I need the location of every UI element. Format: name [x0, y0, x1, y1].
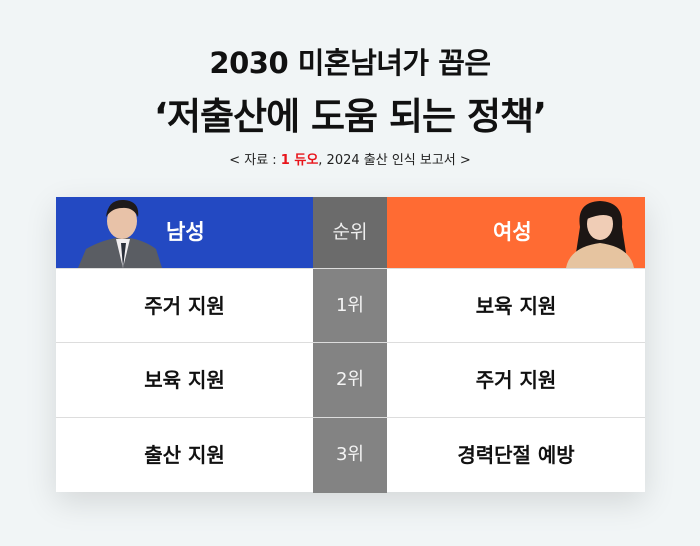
female-policy: 주거 지원 [475, 368, 557, 392]
female-policy: 보육 지원 [475, 294, 557, 318]
source-note: < 자료 : 1 듀오, 2024 출산 인식 보고서 > [0, 149, 700, 168]
header-female: 여성 [387, 197, 645, 268]
male-policy: 주거 지원 [144, 294, 225, 318]
source-suffix: , 2024 출산 인식 보고서 > [318, 153, 471, 168]
header-rank: 순위 [313, 197, 387, 268]
table-row: 보육 지원 2위 주거 지원 [56, 342, 645, 417]
male-policy: 보육 지원 [144, 368, 225, 392]
female-policy: 경력단절 예방 [457, 443, 575, 467]
rank: 1위 [313, 269, 387, 343]
header-female-label: 여성 [493, 220, 532, 244]
duo-logo: 1 듀오 [280, 153, 319, 168]
table-row: 출산 지원 3위 경력단절 예방 [56, 417, 645, 493]
female-avatar-icon [566, 201, 634, 268]
male-avatar-icon [78, 199, 162, 268]
table-row: 주거 지원 1위 보육 지원 [56, 268, 645, 343]
title-line-1: 2030 미혼남녀가 꼽은 [209, 46, 491, 80]
source-prefix: < 자료 : [229, 153, 281, 168]
title-line-2: ‘저출산에 도움 되는 정책’ [153, 95, 547, 138]
header-rank-label: 순위 [332, 221, 368, 243]
policy-ranking-table: 남성 순위 여성 주거 지원 1위 보육 지원 보육 지원 2위 주거 지원 출… [56, 197, 645, 493]
rank: 3위 [313, 418, 387, 493]
header-male: 남성 [56, 197, 313, 268]
rank: 2위 [313, 343, 387, 417]
male-policy: 출산 지원 [144, 443, 225, 467]
header-male-label: 남성 [166, 220, 205, 244]
